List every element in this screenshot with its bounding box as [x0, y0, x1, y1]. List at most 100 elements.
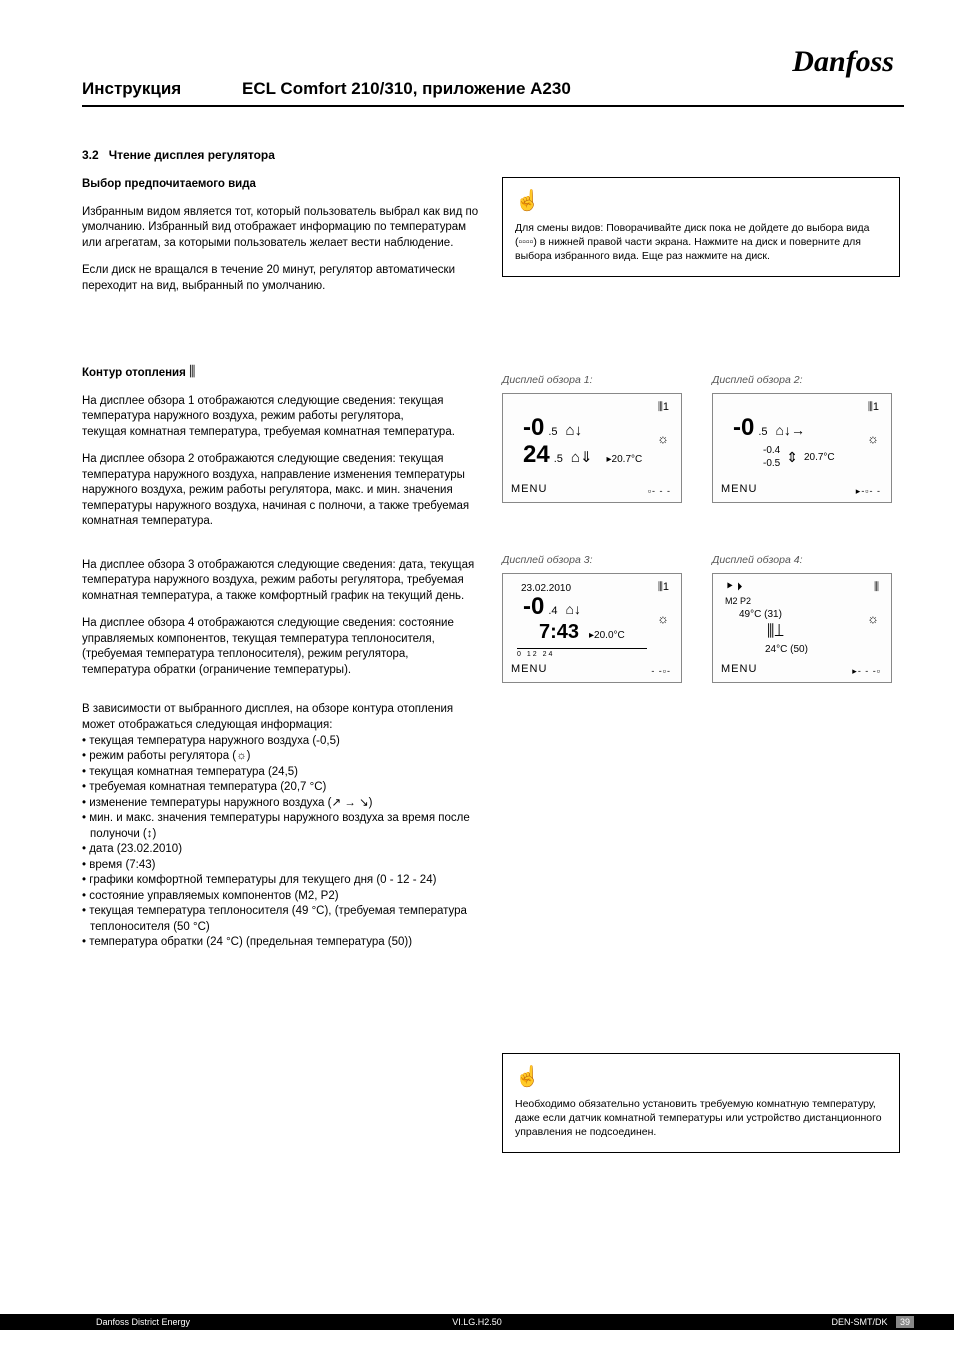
footer-right: DEN-SMT/DK 39: [831, 1316, 914, 1328]
para-p4: На дисплее обзора 2 отображаются следующ…: [82, 452, 480, 530]
house-down-icon: ⌂↓: [566, 600, 581, 619]
tip-box-1: ☝ Для смены видов: Поворачивайте диск по…: [502, 177, 900, 277]
subheading-view: Выбор предпочитаемого вида: [82, 177, 480, 193]
display-2-caption: Дисплей обзора 2:: [712, 373, 892, 387]
bullet-item: • время (7:43): [82, 858, 480, 874]
lcd2-temp: 20.7°C: [804, 451, 835, 465]
lcd3-axis: 0 12 24: [517, 648, 647, 659]
display-1-caption: Дисплей обзора 1:: [502, 373, 682, 387]
para-p3a: На дисплее обзора 1 отображаются следующ…: [82, 394, 480, 425]
display-4-caption: Дисплей обзора 4:: [712, 553, 892, 567]
lcd2-v1: -0: [733, 416, 754, 440]
lcd2-menu: MENU: [721, 482, 757, 497]
brand-logo: Danfoss: [792, 42, 894, 83]
para-p2: Если диск не вращался в течение 20 минут…: [82, 263, 480, 294]
sun-icon: ☼: [867, 610, 879, 628]
page-number: 39: [896, 1316, 914, 1328]
bullet-item: • температура обратки (24 °C) (предельна…: [82, 935, 480, 951]
lcd-3: ⫼1 ☼ 23.02.2010 -0 .4 ⌂↓ 7:43 ▸20.0°C 0 1…: [502, 573, 682, 683]
tip-box-2: ☝ Необходимо обязательно установить треб…: [502, 1053, 900, 1153]
para-p3b: текущая комнатная температура, требуемая…: [82, 425, 480, 441]
lcd4-labels: M2 P2: [725, 595, 885, 607]
right-column: ☝ Для смены видов: Поворачивайте диск по…: [502, 177, 900, 1168]
lcd1-v2: 24: [523, 443, 550, 467]
lcd4-l1: 49°C (31): [739, 608, 885, 622]
header-right: ECL Comfort 210/310, приложение A230: [242, 78, 571, 101]
display-2: Дисплей обзора 2: ⫼1 ☼ -0.5 ⌂↓→ -0.4 -0.…: [712, 373, 892, 503]
lcd4-dots: ▸- - -▫: [852, 665, 881, 677]
subheading-circuit: Контур отопления ⫼: [82, 362, 480, 382]
lcd3-dots: - -▫-: [651, 665, 671, 677]
header-left: Инструкция: [82, 78, 232, 101]
tip2-text: Необходимо обязательно установить требуе…: [515, 1098, 882, 1138]
lcd1-dots: ▫- - -: [648, 485, 671, 497]
page-header: Инструкция ECL Comfort 210/310, приложен…: [82, 78, 904, 107]
house-down-icon: ⌂↓: [566, 421, 583, 441]
sun-icon: ☼: [867, 430, 879, 448]
bullet-item: • изменение температуры наружного воздух…: [82, 796, 480, 812]
lcd2-dots: ▸-▫- -: [856, 485, 881, 497]
section-title: Чтение дисплея регулятора: [109, 148, 275, 162]
left-column: Выбор предпочитаемого вида Избранным вид…: [82, 177, 480, 1168]
sun-icon: ☼: [657, 430, 669, 448]
lcd1-temp: ▸20.7°C: [607, 453, 643, 467]
page-footer: Danfoss District Energy VI.LG.H2.50 DEN-…: [0, 1314, 954, 1330]
lcd4-l2: 24°C (50): [765, 643, 885, 657]
hand-icon: ☝: [515, 1064, 887, 1091]
bullet-item: • режим работы регулятора (☼): [82, 749, 480, 765]
lcd4-corner: ⫼: [874, 580, 879, 595]
lcd-4: ⫼ ☼ ⯈ ⏵ M2 P2 49°C (31) ⫼⟘ 24°C (50) MEN…: [712, 573, 892, 683]
display-1: Дисплей обзора 1: ⫼1 ☼ -0 .5 ⌂↓ 24 .5 ⌂⇓ ▸…: [502, 373, 682, 503]
section-heading: 3.2 Чтение дисплея регулятора: [82, 147, 904, 163]
para-p7: В зависимости от выбранного дисплея, на …: [82, 702, 480, 733]
lcd4-menu: MENU: [721, 662, 757, 677]
lcd2-min: -0.5: [763, 457, 780, 471]
para-p6: На дисплее обзора 4 отображаются следующ…: [82, 616, 480, 678]
lcd3-time: 7:43: [539, 619, 579, 646]
footer-left: Danfoss District Energy: [96, 1316, 190, 1328]
sun-icon: ☼: [657, 610, 669, 628]
house-arrow-icon: ⌂⇓: [571, 448, 593, 468]
lcd3-date: 23.02.2010: [521, 582, 675, 596]
lcd-2: ⫼1 ☼ -0.5 ⌂↓→ -0.4 -0.5 ⇕ 20.7°: [712, 393, 892, 503]
display-4: Дисплей обзора 4: ⫼ ☼ ⯈ ⏵ M2 P2 49°C (31…: [712, 553, 892, 683]
lcd3-corner: ⫼1: [658, 580, 669, 595]
display-3-caption: Дисплей обзора 3:: [502, 553, 682, 567]
footer-mid: VI.LG.H2.50: [452, 1316, 502, 1328]
section-number: 3.2: [82, 148, 99, 162]
lcd3-menu: MENU: [511, 662, 547, 677]
bullet-item: • состояние управляемых компонентов (M2,…: [82, 889, 480, 905]
lcd3-temp: ▸20.0°C: [589, 629, 625, 643]
tip1-text: Для смены видов: Поворачивайте диск пока…: [515, 222, 870, 262]
lcd2-v1s: .5: [758, 425, 767, 440]
house-trend-icon: ⌂↓→: [776, 421, 805, 440]
lcd1-v2s: .5: [554, 452, 563, 467]
lcd-1: ⫼1 ☼ -0 .5 ⌂↓ 24 .5 ⌂⇓ ▸20.7°C MENU ▫- - -: [502, 393, 682, 503]
hand-icon: ☝: [515, 188, 887, 215]
lcd1-menu: MENU: [511, 482, 547, 497]
footer-code: DEN-SMT/DK: [831, 1317, 887, 1327]
bullet-item: • текущая комнатная температура (24,5): [82, 765, 480, 781]
lcd2-max: -0.4: [763, 444, 780, 458]
bullet-item: • требуемая комнатная температура (20,7 …: [82, 780, 480, 796]
circuit-label: Контур отопления: [82, 367, 189, 379]
para-p1: Избранным видом является тот, который по…: [82, 205, 480, 252]
para-p5: На дисплее обзора 3 отображаются следующ…: [82, 558, 480, 605]
bullet-item: • графики комфортной температуры для тек…: [82, 873, 480, 889]
lcd1-corner: ⫼1: [658, 400, 669, 415]
bullet-item: • дата (23.02.2010): [82, 842, 480, 858]
lcd1-v1: -0: [523, 416, 544, 440]
lcd3-v1s: .4: [548, 604, 557, 619]
lcd1-v1s: .5: [548, 425, 557, 440]
bullet-list: • текущая температура наружного воздуха …: [82, 734, 480, 951]
bullet-item: • текущая температура наружного воздуха …: [82, 734, 480, 750]
bullet-item: • мин. и макс. значения температуры нару…: [82, 811, 480, 842]
lcd4-top: ⯈ ⏵: [725, 580, 885, 595]
radiator-icon: ⫼: [189, 363, 195, 379]
lcd3-v1: -0: [523, 595, 544, 619]
updown-icon: ⇕: [786, 448, 798, 467]
bullet-item: • текущая температура теплоносителя (49 …: [82, 904, 480, 935]
display-3: Дисплей обзора 3: ⫼1 ☼ 23.02.2010 -0 .4 ⌂…: [502, 553, 682, 683]
display-grid: Дисплей обзора 1: ⫼1 ☼ -0.5 ⌂↓ 24.5 ⌂⇓ ▸…: [502, 373, 900, 683]
lcd2-corner: ⫼1: [868, 400, 879, 415]
